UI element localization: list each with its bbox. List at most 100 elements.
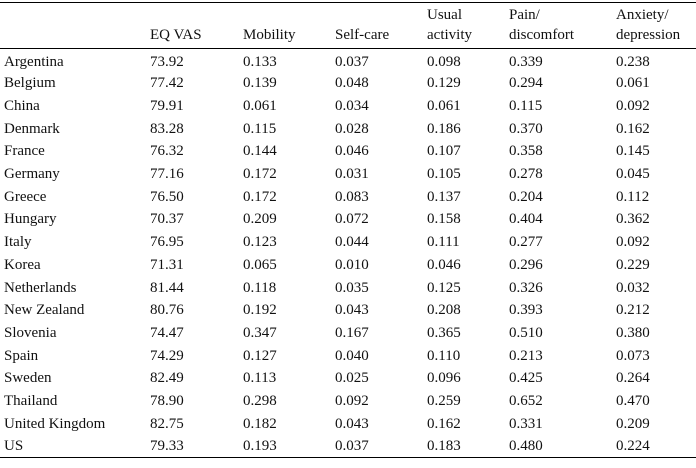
value-cell: 0.204 (509, 188, 543, 205)
value-cell: 0.167 (335, 324, 369, 341)
header-cell: Self-care (331, 3, 423, 49)
value-cell: 0.046 (335, 143, 369, 160)
value-cell: 0.208 (427, 302, 461, 319)
value-cell: 0.162 (427, 415, 461, 432)
table-row: Sweden 82.49 0.113 0.025 0.096 0.425 0.264 (0, 367, 696, 390)
value-cell: 0.212 (616, 302, 650, 319)
table-row: United Kingdom 82.75 0.182 0.043 0.162 0.331 0… (0, 412, 696, 435)
value-cell: 77.42 (150, 75, 184, 92)
table-row: Korea 71.31 0.065 0.010 0.046 0.296 0.229 (0, 254, 696, 277)
value-cell: 0.209 (243, 211, 277, 228)
country-cell: Germany (4, 166, 60, 183)
country-cell: Denmark (4, 120, 60, 137)
value-cell: 0.480 (509, 438, 543, 455)
value-cell: 0.127 (243, 347, 277, 364)
table-row: Netherlands 81.44 0.118 0.035 0.125 0.326 0.03… (0, 276, 696, 299)
header-row: EQ VAS Mobility Self-care Usual activity Pain… (0, 2, 696, 49)
value-cell: 0.043 (335, 302, 369, 319)
country-cell: Italy (4, 234, 32, 251)
value-cell: 0.133 (243, 54, 277, 70)
value-cell: 0.183 (427, 438, 461, 455)
value-cell: 0.186 (427, 120, 461, 137)
value-cell: 76.50 (150, 188, 184, 205)
table-row: China 79.91 0.061 0.034 0.061 0.115 0.092 (0, 95, 696, 118)
country-cell: Hungary (4, 211, 57, 228)
country-cell: Argentina (4, 54, 64, 70)
value-cell: 0.224 (616, 438, 650, 455)
value-cell: 0.339 (509, 54, 543, 70)
value-cell: 76.32 (150, 143, 184, 160)
value-cell: 0.031 (335, 166, 369, 183)
country-cell: New Zealand (4, 302, 85, 319)
value-cell: 82.49 (150, 370, 184, 387)
value-cell: 0.065 (243, 256, 277, 273)
value-cell: 71.31 (150, 256, 184, 273)
value-cell: 0.393 (509, 302, 543, 319)
header-text: activity (427, 27, 472, 43)
country-cell: Netherlands (4, 279, 77, 296)
value-cell: 0.213 (509, 347, 543, 364)
value-cell: 0.229 (616, 256, 650, 273)
header-cell: Pain/discomfort (505, 3, 612, 49)
value-cell: 0.040 (335, 347, 369, 364)
value-cell: 0.380 (616, 324, 650, 341)
value-cell: 77.16 (150, 166, 184, 183)
value-cell: 0.362 (616, 211, 650, 228)
header-text: EQ VAS (150, 27, 202, 43)
value-cell: 79.33 (150, 438, 184, 455)
value-cell: 0.370 (509, 120, 543, 137)
table-row: Belgium 77.42 0.139 0.048 0.129 0.294 0.061 (0, 72, 696, 95)
value-cell: 0.028 (335, 120, 369, 137)
value-cell: 0.125 (427, 279, 461, 296)
country-cell: United Kingdom (4, 415, 106, 432)
country-cell: Spain (4, 347, 39, 364)
value-cell: 0.035 (335, 279, 369, 296)
value-cell: 0.044 (335, 234, 369, 251)
value-cell: 0.158 (427, 211, 461, 228)
country-cell: Slovenia (4, 324, 57, 341)
header-cell: EQ VAS (146, 3, 239, 49)
table-row: Hungary 70.37 0.209 0.072 0.158 0.404 0.362 (0, 208, 696, 231)
value-cell: 82.75 (150, 415, 184, 432)
value-cell: 0.404 (509, 211, 543, 228)
table-row: Spain 74.29 0.127 0.040 0.110 0.213 0.073 (0, 344, 696, 367)
value-cell: 0.278 (509, 166, 543, 183)
table-row: Slovenia 74.47 0.347 0.167 0.365 0.510 0.380 (0, 322, 696, 345)
value-cell: 0.294 (509, 75, 543, 92)
value-cell: 0.083 (335, 188, 369, 205)
value-cell: 76.95 (150, 234, 184, 251)
value-cell: 0.192 (243, 302, 277, 319)
value-cell: 74.47 (150, 324, 184, 341)
table-row: Italy 76.95 0.123 0.044 0.111 0.277 0.092 (0, 231, 696, 254)
value-cell: 0.139 (243, 75, 277, 92)
value-cell: 70.37 (150, 211, 184, 228)
value-cell: 0.358 (509, 143, 543, 160)
value-cell: 0.118 (243, 279, 277, 296)
value-cell: 0.259 (427, 392, 461, 409)
header-text: discomfort (509, 27, 574, 43)
header-text: Self-care (335, 27, 390, 43)
value-cell: 0.046 (427, 256, 461, 273)
value-cell: 0.072 (335, 211, 369, 228)
value-cell: 0.277 (509, 234, 543, 251)
value-cell: 0.043 (335, 415, 369, 432)
country-cell: Greece (4, 188, 47, 205)
value-cell: 80.76 (150, 302, 184, 319)
header-text: depression (616, 27, 681, 43)
header-text: Usual (427, 7, 462, 23)
value-cell: 0.172 (243, 188, 277, 205)
header-cell: Usual activity (423, 3, 505, 49)
value-cell: 0.123 (243, 234, 277, 251)
table-row: Denmark 83.28 0.115 0.028 0.186 0.370 0.162 (0, 117, 696, 140)
table-row: US 79.33 0.193 0.037 0.183 0.480 0.224 (0, 435, 696, 458)
value-cell: 0.238 (616, 54, 650, 70)
header-cell: Anxiety/depression (612, 3, 696, 49)
value-cell: 81.44 (150, 279, 184, 296)
value-cell: 83.28 (150, 120, 184, 137)
value-cell: 0.073 (616, 347, 650, 364)
value-cell: 0.331 (509, 415, 543, 432)
value-cell: 0.025 (335, 370, 369, 387)
data-table: EQ VAS Mobility Self-care Usual activity Pain… (0, 2, 696, 458)
value-cell: 0.034 (335, 98, 369, 115)
